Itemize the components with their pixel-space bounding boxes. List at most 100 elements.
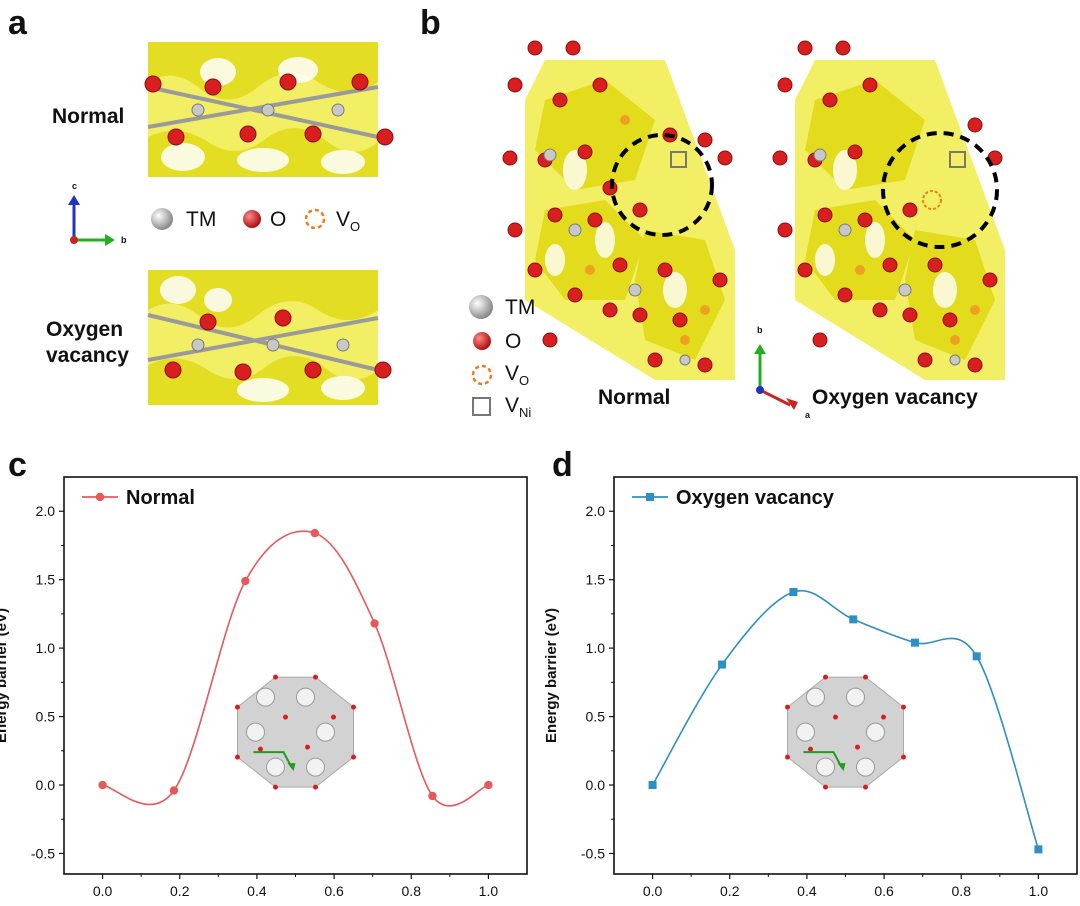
x-tick-label: 0.2 (720, 883, 740, 899)
legend-vo-sub-a: O (350, 219, 361, 235)
legend-tm-icon-b (469, 295, 493, 319)
panel-letter-b: b (420, 4, 441, 42)
x-tick-label: 1.0 (1029, 883, 1049, 899)
legend-label: Normal (126, 487, 195, 509)
y-tick-label: 1.5 (36, 572, 56, 588)
legend-vni-sub-b: Ni (519, 405, 532, 421)
inset-o-atom (273, 674, 278, 680)
panel-letter-a: a (8, 4, 27, 42)
inset-tm-atom (256, 687, 275, 707)
inset-o-atom (305, 744, 310, 750)
data-point (789, 587, 798, 596)
inset-tm-atom (316, 722, 335, 742)
plot-frame (613, 476, 1078, 875)
legend-vni-v-b: V (505, 394, 520, 417)
data-point (648, 781, 657, 790)
axes-indicator-b (754, 344, 798, 410)
legend-o-label-a: O (270, 208, 287, 231)
inset-o-atom (863, 674, 868, 680)
label-oxygen-vacancy-b: Oxygen vacancy (812, 386, 978, 409)
y-tick-label: -0.5 (31, 845, 55, 861)
data-point (98, 780, 107, 790)
y-tick-label: 1.5 (586, 572, 606, 588)
inset-migration-arrow (253, 751, 293, 768)
legend-tm-icon-a (151, 208, 173, 230)
data-point (241, 576, 250, 586)
inset-arrow-head (837, 763, 846, 772)
data-point (428, 791, 437, 801)
inset-migration-arrow (803, 751, 843, 768)
legend-vo-label-b: VO (505, 362, 529, 388)
x-tick-label: 0.0 (93, 883, 113, 899)
inset-o-atom (855, 744, 860, 750)
y-axis-title: Energy barrier (eV) (543, 608, 560, 743)
inset-tm-atom (306, 757, 325, 777)
y-tick-label: 0.0 (586, 777, 606, 793)
inset-o-atom (283, 714, 288, 720)
legend-vo-v-b: V (505, 362, 520, 385)
x-tick-label: 0.4 (247, 883, 267, 899)
legend-vni-icon-b (472, 397, 491, 416)
structure-image-b-normal (502, 40, 735, 380)
label-normal-b: Normal (598, 386, 671, 409)
legend-marker (95, 492, 105, 502)
inset-o-atom (351, 704, 356, 710)
structure-image-b-vacancy (772, 40, 1005, 380)
legend-vo-icon-a (304, 208, 326, 230)
data-point (910, 638, 919, 647)
label-oxygen-a: Oxygen (46, 318, 124, 341)
data-point (310, 528, 319, 538)
data-point (972, 652, 981, 661)
inset-o-atom (235, 754, 240, 760)
data-point (1034, 845, 1043, 854)
y-axis-title: Energy barrier (eV) (0, 608, 10, 743)
line-chart-normal: 0.00.20.40.60.81.0-0.50.00.51.01.52.0Rea… (0, 476, 528, 906)
x-tick-label: 0.6 (324, 883, 344, 899)
axis-label-c-a: c (72, 181, 78, 191)
inset-tm-atom (856, 757, 875, 777)
legend-o-icon-b (473, 332, 491, 350)
legend-vo-sub-b: O (519, 373, 530, 389)
y-tick-label: 0.5 (36, 709, 56, 725)
x-tick-label: 0.0 (643, 883, 663, 899)
inset-o-atom (313, 784, 318, 790)
axes-indicator-a (68, 195, 115, 246)
legend-vni-label-b: VNi (505, 394, 531, 420)
x-tick-label: 0.6 (874, 883, 894, 899)
inset-o-atom (881, 714, 886, 720)
inset-o-atom (351, 754, 356, 760)
y-tick-label: 0.0 (36, 777, 56, 793)
panel-letter-c: c (8, 446, 27, 484)
data-point (718, 660, 727, 669)
label-vacancy-a: vacancy (46, 344, 129, 367)
axis-label-b-a: b (121, 235, 127, 245)
structure-image-a-vacancy (147, 270, 392, 405)
inset-o-atom (833, 714, 838, 720)
inset-tm-atom (806, 687, 825, 707)
legend-tm-label-b: TM (505, 296, 536, 319)
data-point (849, 615, 858, 624)
plot-frame (63, 476, 528, 875)
legend-o-icon-a (243, 210, 261, 228)
x-tick-label: 1.0 (479, 883, 499, 899)
y-tick-label: -0.5 (581, 845, 605, 861)
inset-tm-atom (266, 757, 285, 777)
y-tick-label: 2.0 (36, 503, 56, 519)
inset-o-atom (785, 704, 790, 710)
data-point (484, 780, 493, 790)
x-tick-label: 0.8 (952, 883, 972, 899)
inset-lattice-image (235, 674, 356, 790)
x-tick-label: 0.4 (797, 883, 817, 899)
inset-tm-atom (846, 687, 865, 707)
inset-tm-atom (296, 687, 315, 707)
inset-o-atom (273, 784, 278, 790)
structure-image-a-normal (144, 42, 394, 177)
panel-letter-d: d (552, 446, 573, 484)
legend-o-label-b: O (505, 330, 522, 353)
legend-tm-label-a: TM (186, 208, 217, 231)
inset-tm-atom (246, 722, 265, 742)
inset-o-atom (863, 784, 868, 790)
legend-vo-icon-b (471, 364, 493, 386)
legend-vo-v-a: V (336, 208, 351, 231)
inset-tm-atom (816, 757, 835, 777)
